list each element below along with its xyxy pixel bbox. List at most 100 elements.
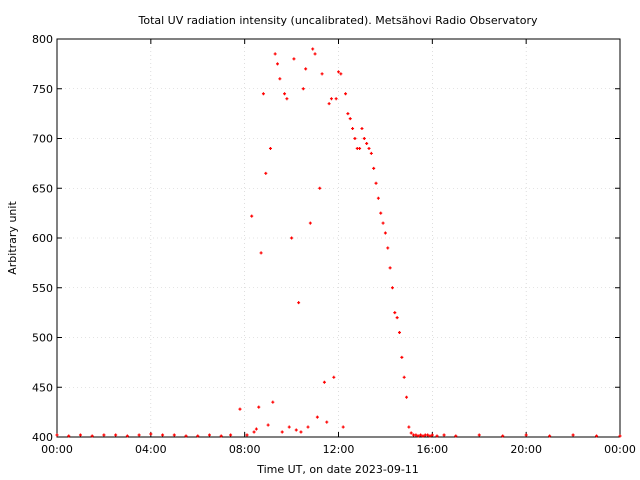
data-point [442, 433, 446, 437]
data-point [266, 423, 270, 427]
data-point [264, 171, 268, 175]
data-point [125, 434, 129, 438]
data-point [327, 102, 331, 106]
data-point [276, 62, 280, 66]
data-point [351, 127, 355, 131]
data-point [421, 434, 425, 438]
data-point [67, 434, 71, 438]
data-point [454, 434, 458, 438]
data-point [339, 72, 343, 76]
data-point [376, 196, 380, 200]
data-point [548, 434, 552, 438]
y-tick-label: 650 [32, 182, 53, 195]
data-point [395, 316, 399, 320]
data-point [407, 425, 411, 429]
data-point [287, 425, 291, 429]
data-point [149, 432, 153, 436]
data-point [184, 434, 188, 438]
x-axis-label: Time UT, on date 2023-09-11 [256, 463, 419, 476]
x-tick-label: 04:00 [135, 443, 167, 456]
data-point [219, 434, 223, 438]
data-point [271, 400, 275, 404]
data-point [416, 434, 420, 438]
data-point [268, 146, 272, 150]
data-point [409, 431, 413, 435]
data-point [400, 355, 404, 359]
data-point [341, 425, 345, 429]
data-point [501, 434, 505, 438]
y-tick-label: 550 [32, 282, 53, 295]
x-tick-label: 00:00 [41, 443, 73, 456]
x-tick-label: 16:00 [416, 443, 448, 456]
data-point [254, 427, 258, 431]
data-point [283, 92, 287, 96]
data-point [250, 214, 254, 218]
y-tick-label: 600 [32, 232, 53, 245]
data-point [90, 434, 94, 438]
data-point [315, 415, 319, 419]
data-point [379, 211, 383, 215]
data-point [229, 433, 233, 437]
data-point [161, 433, 165, 437]
data-point [114, 433, 118, 437]
data-point [346, 112, 350, 116]
data-point [386, 246, 390, 250]
y-tick-label: 750 [32, 83, 53, 96]
data-point [261, 92, 265, 96]
y-axis: 400 450 500 550 600 650 700 750 800 [32, 33, 620, 444]
data-point [477, 433, 481, 437]
data-point [137, 433, 141, 437]
data-point [388, 266, 392, 270]
data-point [430, 433, 434, 437]
data-point [196, 434, 200, 438]
data-point [414, 433, 418, 437]
data-point [426, 433, 430, 437]
data-point [313, 52, 317, 56]
data-point [419, 433, 423, 437]
data-point [259, 251, 263, 255]
data-point [334, 97, 338, 101]
data-point [306, 425, 310, 429]
x-tick-label: 00:00 [604, 443, 636, 456]
data-point [402, 375, 406, 379]
data-point [369, 151, 373, 155]
data-point [238, 407, 242, 411]
data-point [55, 433, 59, 437]
data-point [381, 221, 385, 225]
data-point [273, 52, 277, 56]
data-point [397, 331, 401, 335]
data-point [78, 433, 82, 437]
data-point [348, 117, 352, 121]
data-point [435, 434, 439, 438]
data-point [280, 430, 284, 434]
data-point [595, 434, 599, 438]
data-point [390, 286, 394, 290]
data-point [294, 428, 298, 432]
data-point [172, 433, 176, 437]
data-points [55, 47, 622, 438]
data-point [383, 231, 387, 235]
data-point [301, 87, 305, 91]
data-point [320, 72, 324, 76]
x-tick-label: 12:00 [323, 443, 355, 456]
data-point [257, 405, 261, 409]
data-point [207, 433, 211, 437]
data-point [292, 57, 296, 61]
data-point [372, 166, 376, 170]
data-point [322, 380, 326, 384]
y-tick-label: 450 [32, 381, 53, 394]
x-axis: 00:00 04:00 08:00 12:00 16:00 20:00 00:00 [41, 39, 636, 456]
data-point [405, 395, 409, 399]
data-point [618, 434, 622, 438]
data-point [245, 433, 249, 437]
data-point [299, 430, 303, 434]
data-point [353, 137, 357, 140]
y-tick-label: 800 [32, 33, 53, 46]
data-point [318, 186, 322, 190]
data-point [325, 420, 329, 424]
data-point [252, 430, 256, 434]
y-tick-label: 700 [32, 133, 53, 146]
data-point [362, 137, 366, 140]
data-point [285, 97, 289, 101]
